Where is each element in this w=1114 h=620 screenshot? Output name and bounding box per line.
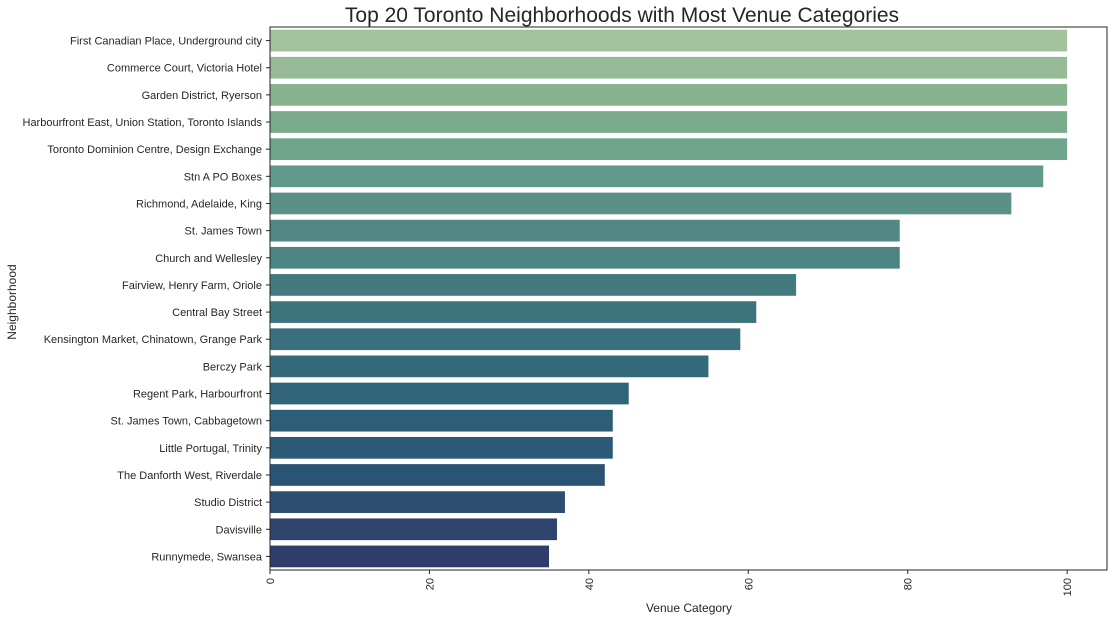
chart-title: Top 20 Toronto Neighborhoods with Most V… xyxy=(345,4,899,27)
bar xyxy=(270,84,1068,106)
bar xyxy=(270,436,613,459)
bar xyxy=(270,518,557,541)
y-tick-label: Commerce Court, Victoria Hotel xyxy=(107,63,262,75)
y-tick-label: Davisville xyxy=(216,524,262,536)
y-axis-ticks: First Canadian Place, Underground city Co… xyxy=(23,36,270,563)
y-tick-label: Studio District xyxy=(194,497,262,509)
y-tick-label: First Canadian Place, Underground city xyxy=(70,36,262,48)
bar xyxy=(270,29,1068,52)
x-tick-label: 100 xyxy=(1062,578,1074,596)
bar xyxy=(270,56,1068,79)
bar xyxy=(270,246,900,269)
bar xyxy=(270,219,900,242)
plot-frame xyxy=(269,26,1108,571)
y-tick-label: Kensington Market, Chinatown, Grange Par… xyxy=(44,334,263,346)
bar xyxy=(270,491,565,513)
bar xyxy=(270,355,709,378)
bar xyxy=(270,545,549,568)
bar xyxy=(270,165,1044,188)
x-tick-label: 20 xyxy=(424,578,436,590)
y-tick-label: Toronto Dominion Centre, Design Exchange xyxy=(47,144,262,156)
bar xyxy=(270,328,741,351)
y-tick-label: Richmond, Adelaide, King xyxy=(136,198,262,210)
bar xyxy=(270,382,629,405)
bar xyxy=(270,192,1012,215)
x-axis-ticks: 0 20 40 60 80 100 xyxy=(265,570,1074,596)
x-tick-label: 40 xyxy=(584,578,596,590)
y-tick-label: Harbourfront East, Union Station, Toront… xyxy=(23,117,263,129)
bar xyxy=(270,111,1068,133)
y-tick-label: St. James Town, Cabbagetown xyxy=(111,416,262,428)
y-tick-label: Regent Park, Harbourfront xyxy=(133,389,262,401)
x-axis-label: Venue Category xyxy=(646,601,732,615)
y-tick-label: Fairview, Henry Farm, Oriole xyxy=(122,280,262,292)
y-tick-label: Central Bay Street xyxy=(172,307,262,319)
bar xyxy=(270,409,613,432)
y-axis-label: Neighborhood xyxy=(5,264,19,339)
bar xyxy=(270,138,1068,161)
y-tick-label: Berczy Park xyxy=(203,361,263,373)
bars-group xyxy=(270,29,1068,568)
y-tick-label: Garden District, Ryerson xyxy=(142,90,262,102)
bar xyxy=(270,274,797,296)
y-tick-label: The Danforth West, Riverdale xyxy=(117,470,262,482)
y-tick-label: Runnymede, Swansea xyxy=(151,551,263,563)
y-tick-label: Church and Wellesley xyxy=(155,253,262,265)
x-tick-label: 60 xyxy=(743,578,755,590)
x-tick-label: 80 xyxy=(903,578,915,590)
x-tick-label: 0 xyxy=(265,578,277,584)
bar xyxy=(270,301,757,323)
bar xyxy=(270,464,605,486)
y-tick-label: Stn A PO Boxes xyxy=(184,171,263,183)
y-tick-label: Little Portugal, Trinity xyxy=(159,443,262,455)
y-tick-label: St. James Town xyxy=(185,226,262,238)
